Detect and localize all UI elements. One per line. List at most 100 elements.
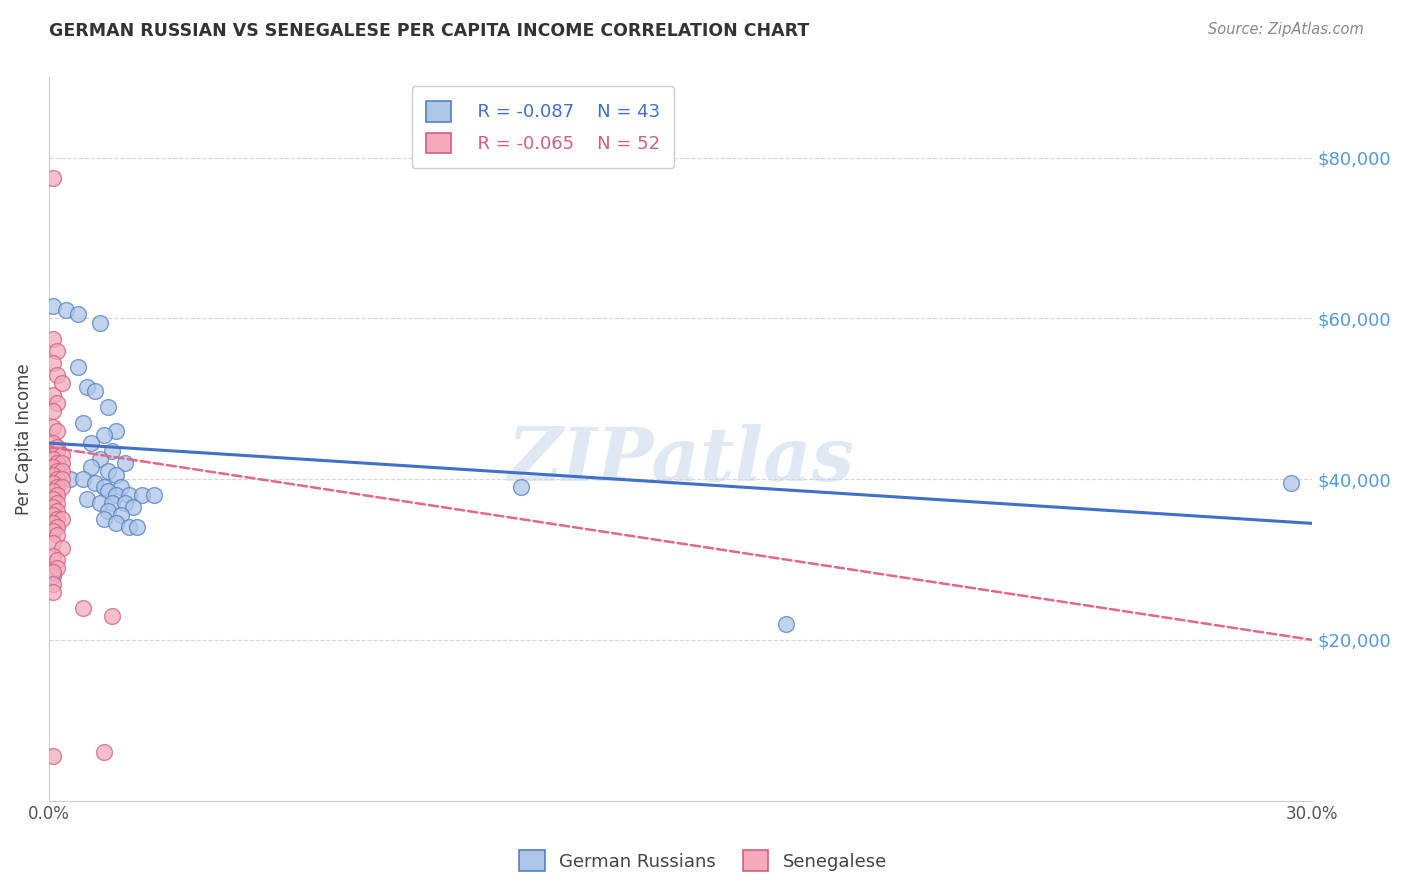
Point <box>80 436 103 450</box>
Point <box>42 460 65 475</box>
Point <box>42 476 65 491</box>
Point <box>51 376 73 390</box>
Point <box>114 496 136 510</box>
Legend: German Russians, Senegalese: German Russians, Senegalese <box>512 843 894 879</box>
Point <box>114 456 136 470</box>
Point <box>42 492 65 507</box>
Point <box>51 480 73 494</box>
Point <box>46 560 69 574</box>
Point <box>97 464 120 478</box>
Point <box>42 452 65 467</box>
Point <box>89 316 111 330</box>
Point <box>55 303 77 318</box>
Point <box>76 492 98 507</box>
Point <box>46 464 69 478</box>
Point <box>42 468 65 483</box>
Point <box>84 384 107 398</box>
Point <box>46 368 69 382</box>
Point <box>46 512 69 526</box>
Point <box>105 424 128 438</box>
Point <box>42 404 65 418</box>
Point <box>101 444 124 458</box>
Point <box>42 508 65 523</box>
Point <box>42 332 65 346</box>
Point <box>42 388 65 402</box>
Point <box>46 440 69 454</box>
Point <box>42 565 65 579</box>
Point <box>42 436 65 450</box>
Point <box>72 472 94 486</box>
Point <box>51 448 73 462</box>
Point <box>97 504 120 518</box>
Point <box>46 520 69 534</box>
Point <box>51 456 73 470</box>
Point <box>105 468 128 483</box>
Point <box>89 452 111 467</box>
Point <box>118 520 141 534</box>
Point <box>42 568 65 582</box>
Point <box>46 472 69 486</box>
Point <box>93 428 115 442</box>
Point <box>42 420 65 434</box>
Point <box>42 749 65 764</box>
Point <box>42 549 65 563</box>
Point <box>127 520 149 534</box>
Point <box>42 300 65 314</box>
Point <box>46 480 69 494</box>
Point <box>51 464 73 478</box>
Point <box>42 500 65 515</box>
Point <box>72 416 94 430</box>
Point <box>51 472 73 486</box>
Point <box>42 584 65 599</box>
Point <box>72 600 94 615</box>
Point <box>110 508 132 523</box>
Point <box>118 488 141 502</box>
Point <box>46 444 69 458</box>
Point <box>42 536 65 550</box>
Point <box>101 608 124 623</box>
Point <box>59 472 82 486</box>
Point <box>42 576 65 591</box>
Point <box>105 488 128 502</box>
Point <box>46 552 69 566</box>
Point <box>46 396 69 410</box>
Point <box>42 516 65 531</box>
Point <box>131 488 153 502</box>
Text: Source: ZipAtlas.com: Source: ZipAtlas.com <box>1208 22 1364 37</box>
Point <box>80 460 103 475</box>
Point <box>46 343 69 358</box>
Point <box>42 524 65 539</box>
Point <box>93 512 115 526</box>
Text: GERMAN RUSSIAN VS SENEGALESE PER CAPITA INCOME CORRELATION CHART: GERMAN RUSSIAN VS SENEGALESE PER CAPITA … <box>49 22 810 40</box>
Point <box>42 170 65 185</box>
Point <box>76 380 98 394</box>
Point <box>105 516 128 531</box>
Point <box>89 496 111 510</box>
Point <box>46 456 69 470</box>
Point <box>97 400 120 414</box>
Point <box>509 480 531 494</box>
Point <box>97 484 120 499</box>
Point <box>46 424 69 438</box>
Point <box>1279 476 1302 491</box>
Point <box>42 356 65 370</box>
Point <box>93 746 115 760</box>
Point <box>93 480 115 494</box>
Y-axis label: Per Capita Income: Per Capita Income <box>15 363 32 515</box>
Point <box>143 488 166 502</box>
Point <box>101 496 124 510</box>
Point <box>51 512 73 526</box>
Point <box>46 504 69 518</box>
Text: ZIPatlas: ZIPatlas <box>508 425 853 497</box>
Point <box>775 616 797 631</box>
Point <box>67 308 90 322</box>
Point <box>84 476 107 491</box>
Point <box>46 488 69 502</box>
Point <box>46 496 69 510</box>
Point <box>51 541 73 555</box>
Point <box>42 484 65 499</box>
Point <box>110 480 132 494</box>
Point <box>46 528 69 542</box>
Point <box>67 359 90 374</box>
Point <box>122 500 145 515</box>
